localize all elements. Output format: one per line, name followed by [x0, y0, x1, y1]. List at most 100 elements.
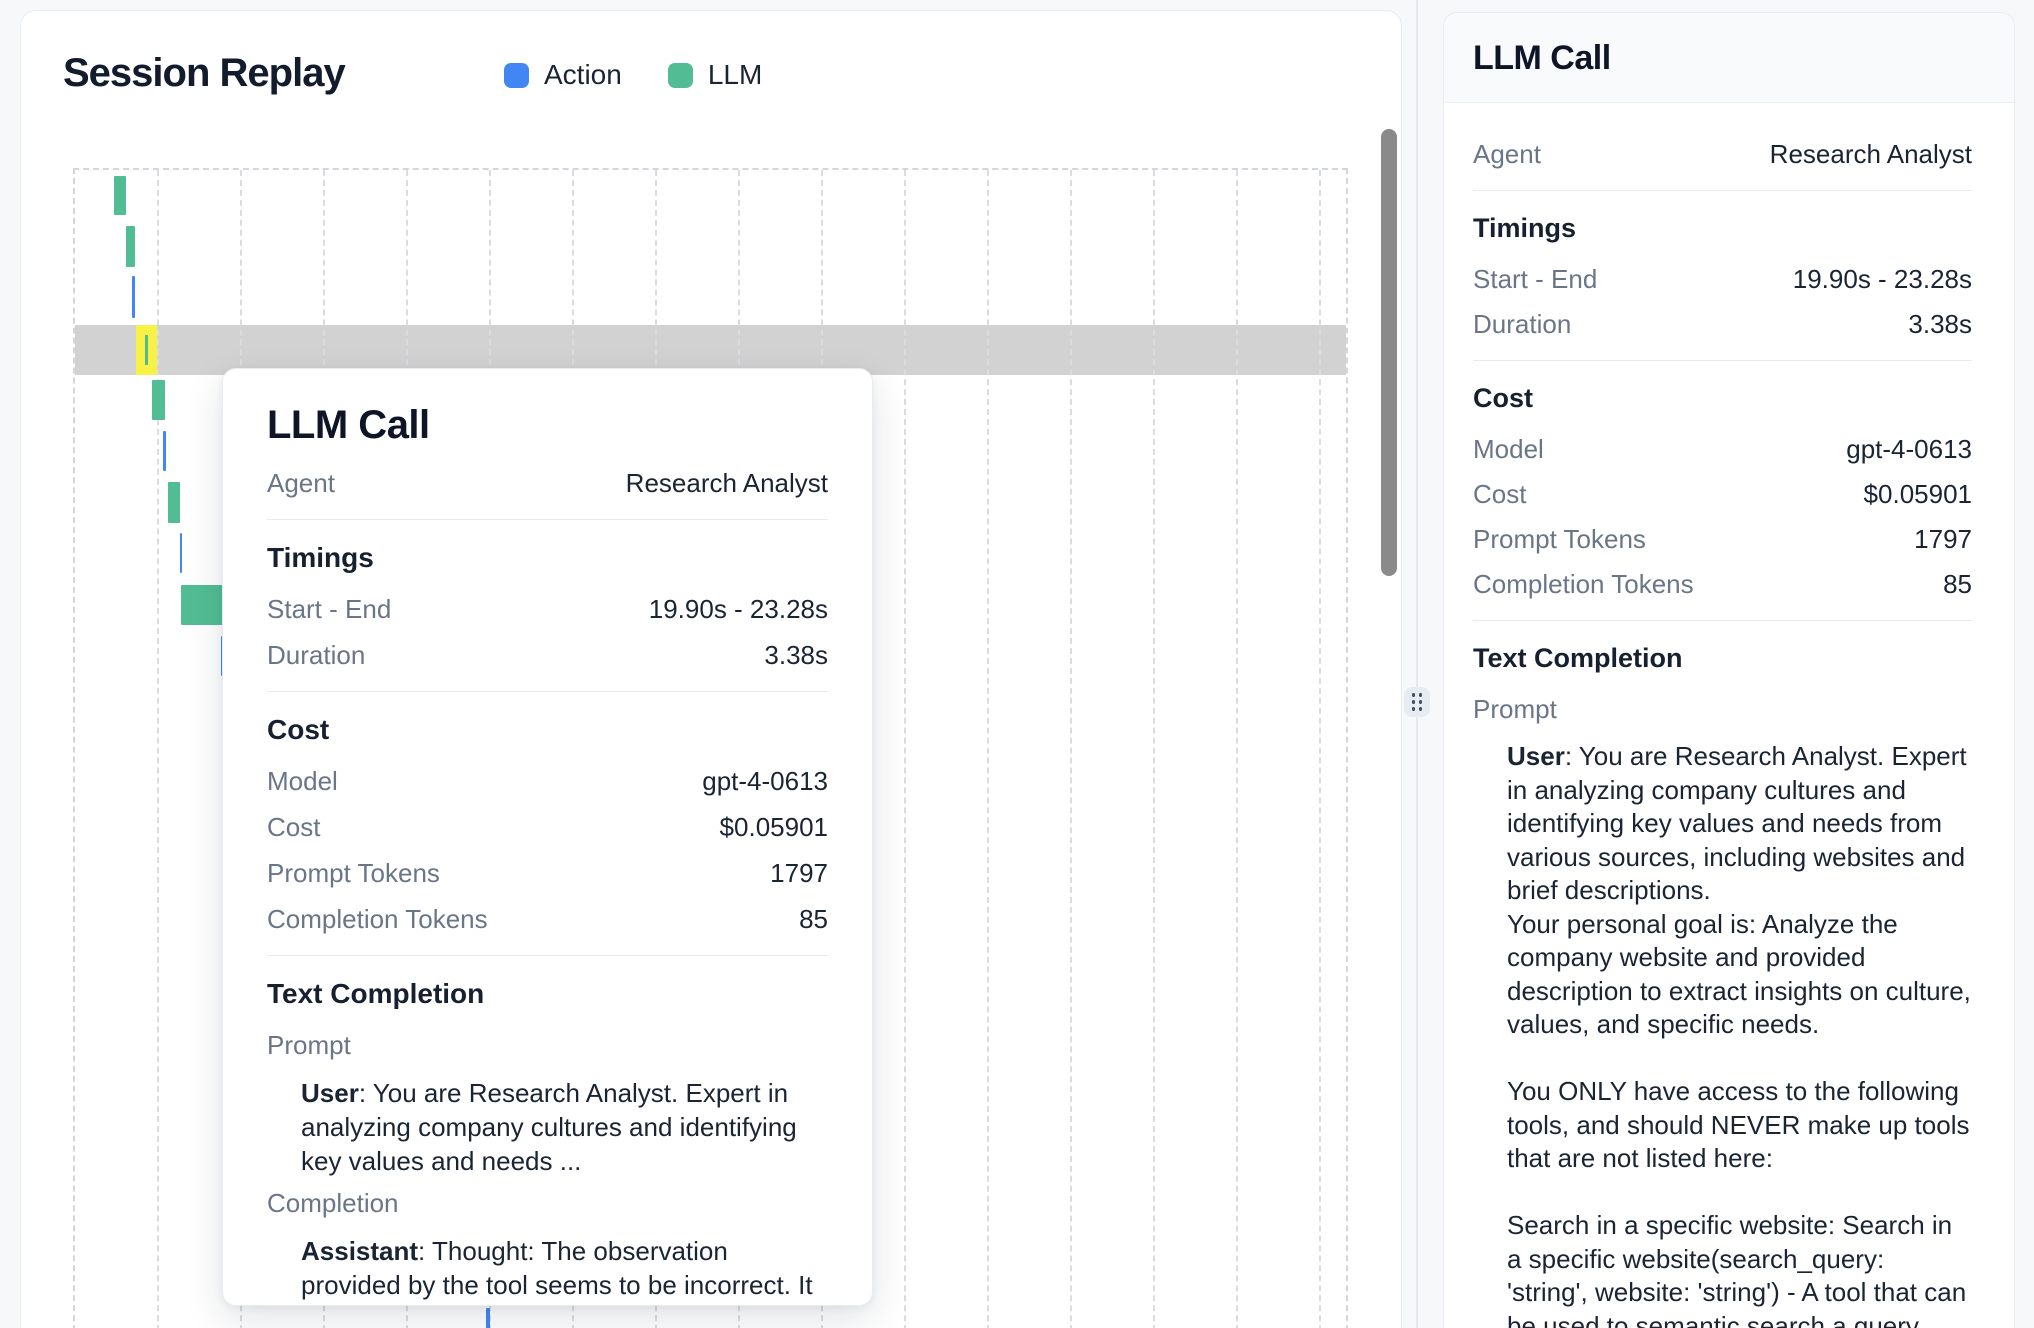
start-end-value: 19.90s - 23.28s [1792, 264, 1972, 294]
divider [267, 691, 828, 692]
timeline-event-selected[interactable] [135, 324, 158, 375]
timeline-event-action[interactable] [486, 1308, 490, 1328]
prompt-label: Prompt [1473, 694, 1557, 724]
legend-item-llm[interactable]: LLM [667, 59, 763, 91]
start-end-label: Start - End [1473, 264, 1598, 294]
start-end-row: Start - End 19.90s - 23.28s [267, 594, 828, 625]
completion-tokens-row: Completion Tokens 85 [267, 904, 828, 935]
selected-row-highlight [75, 324, 1346, 375]
user-role-label: User [301, 1078, 359, 1108]
cost-label: Cost [267, 812, 321, 842]
agent-label: Agent [1473, 139, 1541, 169]
completion-tokens-label: Completion Tokens [267, 904, 488, 934]
duration-label: Duration [267, 640, 366, 670]
model-label: Model [1473, 434, 1544, 464]
page-title: Session Replay [63, 51, 346, 95]
timeline-event-action[interactable] [179, 533, 182, 573]
chart-gridline [1153, 170, 1155, 1328]
tooltip-title: LLM Call [267, 403, 430, 447]
start-end-value: 19.90s - 23.28s [648, 594, 828, 624]
cost-value: $0.05901 [1863, 479, 1972, 509]
completion-tokens-value: 85 [1943, 569, 1972, 599]
agent-row: Agent Research Analyst [1473, 139, 1972, 170]
model-value: gpt-4-0613 [1846, 434, 1972, 464]
cost-row: Cost $0.05901 [267, 812, 828, 843]
timeline-event-action[interactable] [132, 276, 136, 318]
divider [1473, 620, 1972, 621]
chart-gridline [157, 170, 159, 1328]
completion-preview-text: Assistant: Thought: The observation prov… [301, 1236, 813, 1305]
user-role-label: User [1507, 741, 1565, 771]
duration-row: Duration 3.38s [267, 640, 828, 671]
cost-heading: Cost [1473, 383, 1533, 413]
vertical-scrollbar-thumb[interactable] [1381, 129, 1397, 576]
divider [1473, 190, 1972, 191]
prompt-tokens-value: 1797 [770, 858, 828, 888]
prompt-tokens-label: Prompt Tokens [267, 858, 440, 888]
duration-value: 3.38s [764, 640, 828, 670]
grip-dots-icon [1411, 693, 1423, 711]
chart-gridline [1319, 170, 1321, 1328]
chart-gridline [987, 170, 989, 1328]
divider [1473, 360, 1972, 361]
llm-call-tooltip: LLM Call Agent Research Analyst Timings … [222, 368, 873, 1306]
duration-value: 3.38s [1908, 309, 1972, 339]
cost-heading: Cost [267, 714, 330, 745]
timeline-event-llm[interactable] [152, 380, 165, 420]
duration-row: Duration 3.38s [1473, 309, 1972, 340]
timeline-event-action[interactable] [163, 431, 166, 472]
start-end-label: Start - End [267, 594, 392, 624]
legend-label: LLM [707, 59, 763, 90]
model-label: Model [267, 766, 338, 796]
llm-legend-swatch-icon [667, 62, 693, 88]
text-completion-heading: Text Completion [1473, 643, 1683, 673]
model-value: gpt-4-0613 [702, 766, 828, 796]
selected-event-inner-bar [145, 334, 148, 365]
llm-call-detail-panel: LLM Call Agent Research Analyst Timings … [1443, 12, 2015, 1328]
duration-label: Duration [1473, 309, 1572, 339]
panel-title: LLM Call [1473, 39, 1611, 77]
timeline-event-llm[interactable] [181, 584, 223, 625]
timeline-event-llm[interactable] [125, 225, 135, 267]
cost-row: Cost $0.05901 [1473, 479, 1972, 510]
completion-tokens-value: 85 [799, 904, 828, 934]
agent-value: Research Analyst [1769, 139, 1972, 169]
legend-item-action[interactable]: Action [504, 59, 622, 91]
agent-value: Research Analyst [625, 468, 828, 498]
detail-panel-header: LLM Call [1444, 13, 2014, 103]
completion-tokens-row: Completion Tokens 85 [1473, 569, 1972, 600]
agent-row: Agent Research Analyst [267, 468, 828, 499]
prompt-tokens-row: Prompt Tokens 1797 [267, 858, 828, 889]
detail-panel-body[interactable]: Agent Research Analyst Timings Start - E… [1444, 103, 2014, 1328]
prompt-tokens-label: Prompt Tokens [1473, 524, 1646, 554]
text-completion-heading: Text Completion [267, 978, 485, 1009]
divider [267, 955, 828, 956]
chart-gridline [1070, 170, 1072, 1328]
timings-heading: Timings [267, 542, 374, 573]
panel-resize-handle[interactable] [1404, 687, 1430, 717]
prompt-full-text: User: You are Research Analyst. Expert i… [1507, 741, 1971, 1328]
completion-tokens-label: Completion Tokens [1473, 569, 1694, 599]
cost-value: $0.05901 [719, 812, 828, 842]
model-row: Model gpt-4-0613 [267, 766, 828, 797]
start-end-row: Start - End 19.90s - 23.28s [1473, 264, 1972, 295]
model-row: Model gpt-4-0613 [1473, 434, 1972, 465]
panel-divider [1416, 0, 1418, 1328]
divider [267, 519, 828, 520]
chart-gridline [1236, 170, 1238, 1328]
legend-label: Action [544, 59, 622, 90]
prompt-preview-text: User: You are Research Analyst. Expert i… [301, 1078, 804, 1176]
agent-label: Agent [267, 468, 335, 498]
timeline-event-llm[interactable] [113, 175, 127, 215]
prompt-label: Prompt [267, 1030, 351, 1060]
timeline-event-llm[interactable] [168, 482, 181, 523]
prompt-tokens-value: 1797 [1914, 524, 1972, 554]
chart-legend: Action LLM [504, 59, 762, 91]
action-legend-swatch-icon [504, 62, 529, 88]
prompt-tokens-row: Prompt Tokens 1797 [1473, 524, 1972, 555]
cost-label: Cost [1473, 479, 1527, 509]
timings-heading: Timings [1473, 213, 1577, 243]
completion-label: Completion [267, 1188, 399, 1218]
assistant-role-label: Assistant [301, 1236, 419, 1266]
